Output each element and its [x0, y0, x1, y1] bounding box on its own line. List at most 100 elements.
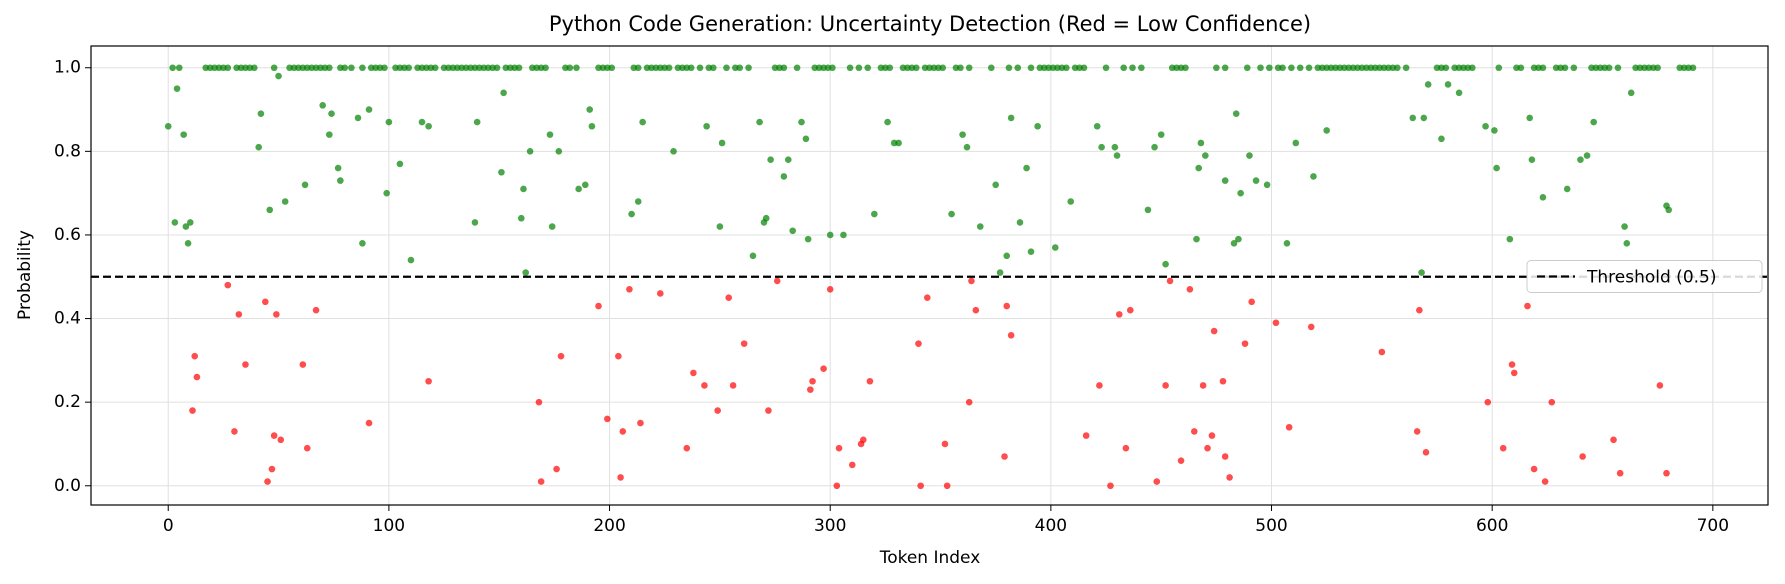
- point: [270, 432, 278, 439]
- point: [471, 219, 479, 226]
- point: [1272, 319, 1280, 327]
- point: [535, 398, 543, 406]
- point: [923, 294, 931, 301]
- point: [665, 64, 673, 72]
- point: [886, 64, 894, 72]
- point: [266, 206, 274, 214]
- point: [1162, 260, 1169, 268]
- point: [522, 269, 529, 276]
- point: [1232, 110, 1240, 118]
- point: [182, 223, 190, 230]
- point: [1129, 64, 1136, 72]
- point: [1539, 194, 1547, 201]
- point: [1482, 122, 1489, 130]
- point: [1561, 64, 1569, 72]
- point: [701, 382, 708, 389]
- point: [1590, 118, 1597, 126]
- point: [826, 285, 834, 293]
- point: [268, 465, 276, 473]
- point: [1665, 206, 1673, 214]
- point: [193, 373, 201, 381]
- point: [608, 64, 616, 72]
- point: [1438, 135, 1445, 143]
- point: [1307, 323, 1315, 331]
- point: [683, 444, 691, 452]
- point: [1539, 64, 1547, 72]
- point: [1614, 64, 1622, 72]
- point: [729, 382, 737, 389]
- point: [595, 302, 602, 310]
- point: [1526, 114, 1533, 122]
- point: [1416, 306, 1423, 314]
- point: [1418, 269, 1425, 276]
- point: [1548, 398, 1556, 406]
- point: [1027, 248, 1035, 255]
- point: [425, 377, 432, 385]
- x-tick-label: 700: [1697, 516, 1729, 536]
- point: [1310, 173, 1317, 180]
- point: [581, 181, 589, 189]
- point: [1241, 340, 1249, 347]
- point: [385, 118, 393, 126]
- point: [804, 235, 812, 243]
- y-tick-label: 0.8: [54, 141, 81, 161]
- point: [328, 110, 335, 118]
- point: [186, 219, 194, 226]
- point: [809, 377, 816, 385]
- y-tick-label: 0.6: [54, 225, 81, 245]
- point: [915, 340, 922, 347]
- x-axis-label: Token Index: [879, 548, 981, 568]
- point: [312, 306, 320, 314]
- point: [670, 148, 677, 155]
- point: [1493, 164, 1500, 172]
- point: [1455, 89, 1463, 97]
- point: [1237, 189, 1244, 197]
- point: [866, 377, 874, 385]
- point: [180, 131, 187, 138]
- point: [1210, 327, 1218, 335]
- point: [718, 139, 726, 147]
- x-tick-label: 400: [1035, 516, 1067, 536]
- point: [749, 252, 757, 260]
- point: [1144, 206, 1152, 214]
- point: [972, 306, 980, 314]
- point: [846, 64, 854, 72]
- point: [1257, 64, 1264, 72]
- point: [517, 214, 525, 222]
- point: [1007, 114, 1015, 122]
- point: [864, 64, 872, 72]
- point: [634, 198, 642, 205]
- point: [1027, 64, 1035, 72]
- point: [1577, 156, 1584, 164]
- point: [1610, 436, 1617, 444]
- point: [1151, 143, 1158, 151]
- x-tick-label: 600: [1476, 516, 1508, 536]
- point: [235, 311, 243, 318]
- point: [626, 285, 633, 293]
- point: [1469, 64, 1476, 72]
- point: [354, 114, 362, 122]
- point: [262, 298, 269, 306]
- point: [780, 173, 788, 180]
- point: [798, 118, 805, 126]
- y-tick-label: 0.0: [54, 476, 81, 496]
- point: [303, 444, 311, 452]
- point: [987, 64, 995, 72]
- point: [1530, 465, 1538, 473]
- point: [326, 64, 333, 72]
- point: [976, 223, 984, 230]
- point: [264, 478, 271, 485]
- point: [250, 64, 258, 72]
- point: [1107, 482, 1114, 490]
- point: [895, 139, 902, 147]
- point: [546, 131, 554, 138]
- point: [1506, 235, 1514, 243]
- point: [1023, 164, 1030, 172]
- point: [855, 64, 863, 72]
- point: [1279, 64, 1286, 72]
- point: [1444, 81, 1452, 88]
- point: [1627, 89, 1635, 97]
- point: [425, 122, 432, 130]
- point: [912, 64, 920, 72]
